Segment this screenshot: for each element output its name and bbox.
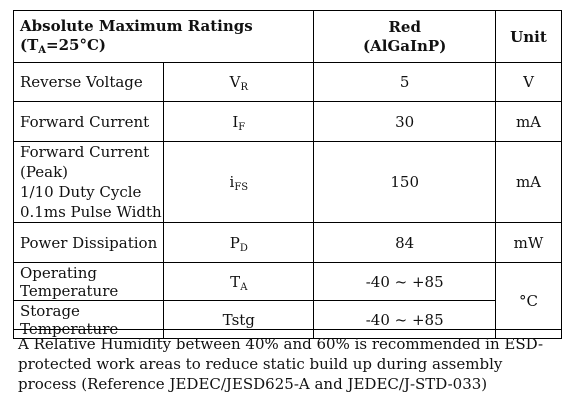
unit-cell: °C <box>494 262 563 339</box>
value-cell: 5 <box>313 62 496 102</box>
ratings-table: Absolute Maximum Ratings (TA=25°C) Red (… <box>12 10 563 339</box>
table-row: Power Dissipation PD 84 mW <box>12 222 563 263</box>
unit-cell: mA <box>494 141 563 223</box>
value-cell: 30 <box>313 101 496 142</box>
unit-cell: V <box>494 62 563 102</box>
header-title: Absolute Maximum Ratings (TA=25°C) <box>12 10 315 63</box>
param-cell: Forward Current <box>12 101 165 142</box>
header-title-line1: Absolute Maximum Ratings <box>20 16 253 35</box>
table-row: Operating Temperature TA -40 ~ +85 °C <box>12 262 563 339</box>
header-unit: Unit <box>494 10 563 63</box>
header-value-line1: Red <box>388 17 421 36</box>
value-cell: -40 ~ +85 <box>313 300 496 339</box>
header-value-line2: (AlGaInP) <box>363 36 447 55</box>
unit-cell: mA <box>494 101 563 142</box>
humidity-note: A Relative Humidity between 40% and 60% … <box>18 335 544 393</box>
header-title-line2: (TA=25°C) <box>20 35 107 56</box>
table-outer-border <box>13 10 562 330</box>
header-value: Red (AlGaInP) <box>313 10 496 63</box>
symbol-cell: iFS <box>163 141 315 223</box>
param-cell: Reverse Voltage <box>12 62 165 102</box>
symbol-cell: Tstg <box>163 300 315 339</box>
table-row: Reverse Voltage VR 5 V <box>12 62 563 102</box>
table-header-row: Absolute Maximum Ratings (TA=25°C) Red (… <box>12 10 563 63</box>
param-cell: Forward Current (Peak) 1/10 Duty Cycle 0… <box>12 141 165 223</box>
value-cell: -40 ~ +85 <box>313 262 496 301</box>
param-cell: Power Dissipation <box>12 222 165 263</box>
symbol-cell: PD <box>163 222 315 263</box>
param-cell: Operating Temperature <box>12 262 165 301</box>
unit-cell: mW <box>494 222 563 263</box>
param-cell: Storage Temperature <box>12 300 165 339</box>
symbol-cell: TA <box>163 262 315 301</box>
table-row: Storage Temperature Tstg -40 ~ +85 <box>12 300 562 339</box>
